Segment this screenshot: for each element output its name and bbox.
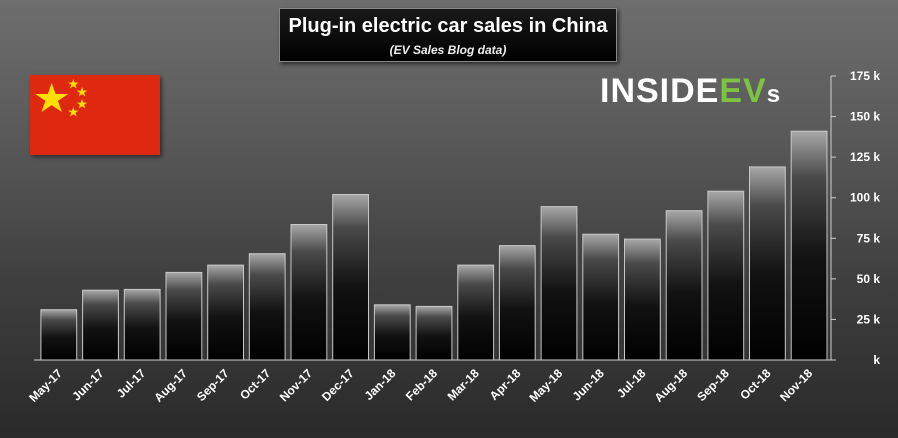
bar-apr-18 [498,245,536,361]
bar-oct-17 [248,253,286,361]
title-box: Plug-in electric car sales in China (EV … [279,8,617,62]
bar-nov-17 [290,224,328,361]
y-axis: k 25 k 50 k 75 k 100 k 125 k 150 k 175 k [830,69,881,367]
x-tick-label: May-18 [527,366,566,405]
x-tick-label: Jun-17 [69,366,106,403]
x-tick-label: Nov-17 [277,366,315,404]
bar-sep-18 [707,190,745,361]
x-tick-label: Sep-18 [694,366,732,404]
bar-jan-18 [373,304,411,361]
bar-jul-17 [123,288,161,361]
x-tick-label: May-17 [26,366,65,405]
bar-may-18 [540,206,578,361]
x-tick-label: Jun-18 [570,366,607,403]
bar-nov-18 [790,130,828,361]
bar-may-17 [40,309,78,361]
x-tick-label: Aug-18 [652,366,691,405]
x-tick-label: Oct-17 [237,366,274,403]
y-tick-label: 125 k [850,150,880,164]
logo-text-inside: INSIDE [600,72,720,110]
flag-small-star-2 [76,87,88,97]
x-tick-label: Jan-18 [362,366,399,403]
y-tick-label: 25 k [857,312,881,326]
flag-small-star-3 [76,99,88,109]
bar-jun-18 [582,233,620,361]
y-tick-label: 175 k [850,69,880,83]
chart-subtitle: (EV Sales Blog data) [389,43,507,57]
y-tick-label: 75 k [857,231,881,245]
y-tick-label: 150 k [850,110,880,124]
x-tick-label: Jul-17 [114,366,149,401]
x-tick-label: Mar-18 [445,366,482,403]
insideevs-logo: INSIDEEVs [600,72,781,111]
flag-small-star-1 [68,79,79,89]
x-tick-label: Nov-18 [777,366,815,404]
logo-text-s: s [766,81,782,108]
bar-mar-18 [457,264,495,361]
x-axis: May-17 Jun-17 Jul-17 Aug-17 Sep-17 Oct-17 Nov-… [26,359,831,405]
bars-group [40,130,828,361]
x-tick-label: Oct-18 [737,366,774,403]
y-tick-label: k [873,353,880,367]
flag-small-star-4 [68,107,79,117]
x-tick-label: Dec-17 [319,366,357,404]
bar-feb-18 [415,305,453,361]
bar-aug-18 [665,210,703,361]
flag-big-star [35,83,69,112]
bar-aug-17 [165,271,203,361]
logo-text-ev: EV [719,72,767,110]
x-tick-label: Sep-17 [194,366,232,404]
chart-title: Plug-in electric car sales in China [288,15,608,37]
x-tick-label: Aug-17 [151,366,190,405]
x-tick-label: Jul-18 [614,366,649,401]
x-tick-label: Apr-18 [487,366,524,403]
bar-jul-18 [624,238,661,361]
y-tick-label: 100 k [850,191,880,205]
y-tick-label: 50 k [857,272,881,286]
bar-dec-17 [332,194,370,361]
bar-jun-17 [82,289,119,361]
china-flag-icon [30,75,160,155]
bar-oct-18 [749,166,786,361]
bar-sep-17 [207,264,244,361]
x-tick-label: Feb-18 [403,366,440,403]
